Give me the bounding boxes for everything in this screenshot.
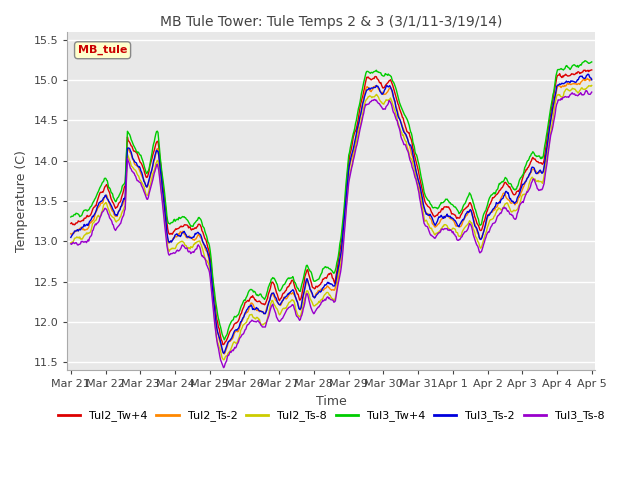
Title: MB Tule Tower: Tule Temps 2 & 3 (3/1/11-3/19/14): MB Tule Tower: Tule Temps 2 & 3 (3/1/11-… bbox=[160, 15, 502, 29]
Tul3_Ts-2 bbox=[67, 235, 75, 240]
Line: Tul3_Tw+4: Tul3_Tw+4 bbox=[71, 60, 592, 340]
Tul3_Ts-8 bbox=[220, 365, 227, 371]
Tul3_Tw+4 bbox=[221, 337, 228, 343]
Tul2_Ts-8 bbox=[588, 83, 596, 88]
Tul3_Tw+4 bbox=[214, 312, 221, 317]
Tul2_Tw+4 bbox=[473, 220, 481, 226]
Tul3_Ts-2 bbox=[195, 229, 202, 235]
Tul2_Tw+4 bbox=[219, 342, 227, 348]
Tul3_Ts-8 bbox=[214, 342, 221, 348]
Tul2_Ts-2 bbox=[473, 228, 481, 234]
Tul3_Tw+4 bbox=[537, 156, 545, 162]
Line: Tul2_Ts-8: Tul2_Ts-8 bbox=[71, 85, 592, 360]
Tul2_Ts-8 bbox=[537, 179, 545, 184]
Tul2_Ts-8 bbox=[214, 339, 221, 345]
Tul3_Ts-8 bbox=[473, 242, 481, 248]
Tul3_Ts-2 bbox=[584, 72, 592, 77]
Tul3_Ts-8 bbox=[67, 241, 75, 247]
Tul3_Tw+4 bbox=[410, 142, 417, 147]
Tul2_Ts-2 bbox=[195, 232, 202, 238]
Tul3_Ts-8 bbox=[537, 187, 545, 192]
Tul2_Ts-2 bbox=[67, 231, 75, 237]
Tul2_Ts-8 bbox=[473, 236, 481, 241]
Tul2_Ts-2 bbox=[537, 169, 545, 175]
Tul2_Ts-8 bbox=[195, 239, 202, 244]
Tul2_Ts-2 bbox=[588, 76, 596, 82]
Tul2_Ts-2 bbox=[410, 157, 417, 163]
Tul3_Tw+4 bbox=[67, 214, 75, 220]
Tul3_Ts-8 bbox=[582, 88, 590, 94]
Tul2_Ts-8 bbox=[67, 240, 75, 246]
Tul3_Ts-2 bbox=[473, 226, 481, 232]
Tul2_Ts-2 bbox=[221, 351, 228, 357]
Line: Tul3_Ts-8: Tul3_Ts-8 bbox=[71, 91, 592, 368]
Tul2_Ts-2 bbox=[232, 328, 240, 334]
Tul2_Ts-8 bbox=[220, 357, 227, 362]
Tul2_Tw+4 bbox=[537, 160, 545, 166]
Tul2_Tw+4 bbox=[410, 148, 417, 154]
Tul3_Ts-2 bbox=[410, 155, 417, 161]
Tul3_Ts-8 bbox=[588, 89, 596, 95]
Tul2_Ts-8 bbox=[232, 340, 240, 346]
Tul2_Ts-8 bbox=[410, 163, 417, 169]
Tul2_Tw+4 bbox=[195, 221, 202, 227]
Tul3_Ts-2 bbox=[232, 327, 240, 333]
Tul3_Ts-2 bbox=[220, 350, 227, 356]
Line: Tul2_Tw+4: Tul2_Tw+4 bbox=[71, 70, 592, 345]
Tul3_Ts-8 bbox=[232, 344, 240, 350]
Tul3_Ts-8 bbox=[410, 168, 417, 174]
Tul2_Tw+4 bbox=[67, 221, 75, 227]
Tul2_Ts-2 bbox=[584, 75, 591, 81]
Y-axis label: Temperature (C): Temperature (C) bbox=[15, 150, 28, 252]
Tul3_Ts-2 bbox=[214, 329, 221, 335]
Tul3_Tw+4 bbox=[588, 59, 596, 65]
Legend: Tul2_Tw+4, Tul2_Ts-2, Tul2_Ts-8, Tul3_Tw+4, Tul3_Ts-2, Tul3_Ts-8: Tul2_Tw+4, Tul2_Ts-2, Tul2_Ts-8, Tul3_Tw… bbox=[54, 406, 609, 426]
Tul3_Ts-8 bbox=[195, 242, 202, 248]
Tul3_Ts-2 bbox=[588, 77, 596, 83]
Text: MB_tule: MB_tule bbox=[78, 45, 127, 55]
Tul3_Tw+4 bbox=[195, 215, 202, 221]
Line: Tul2_Ts-2: Tul2_Ts-2 bbox=[71, 78, 592, 354]
Tul2_Ts-2 bbox=[214, 329, 221, 335]
Tul3_Tw+4 bbox=[581, 58, 589, 63]
Tul3_Tw+4 bbox=[232, 314, 240, 320]
Line: Tul3_Ts-2: Tul3_Ts-2 bbox=[71, 74, 592, 353]
Tul2_Tw+4 bbox=[214, 319, 221, 325]
Tul3_Tw+4 bbox=[473, 212, 481, 218]
Tul3_Ts-2 bbox=[537, 169, 545, 175]
X-axis label: Time: Time bbox=[316, 395, 347, 408]
Tul2_Tw+4 bbox=[232, 320, 240, 326]
Tul2_Tw+4 bbox=[588, 67, 596, 73]
